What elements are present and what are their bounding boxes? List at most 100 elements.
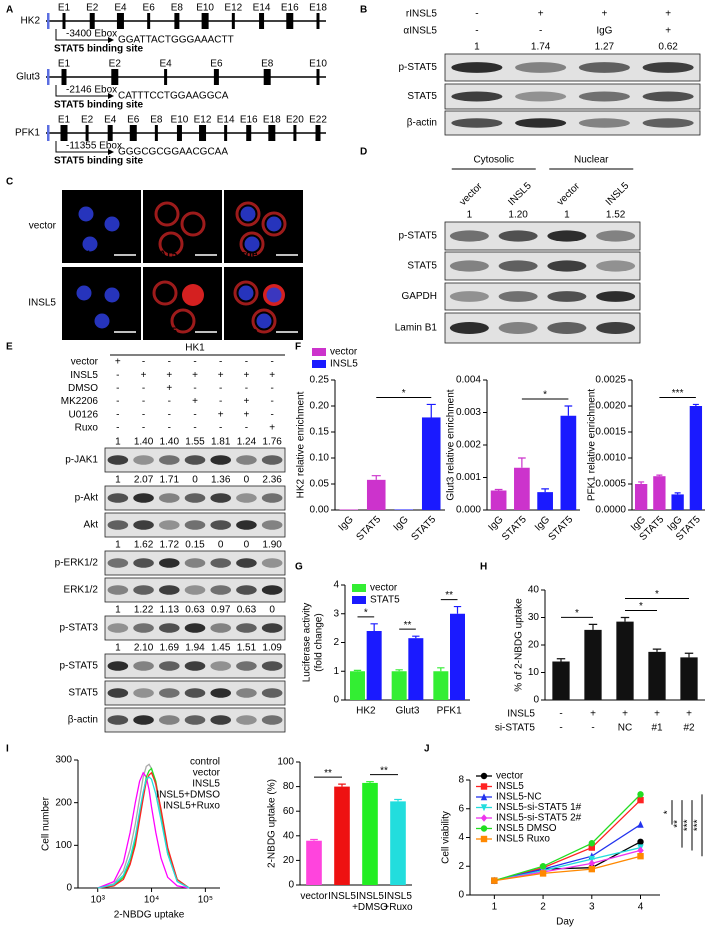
error-bar: [426, 403, 436, 418]
blot-band: [133, 688, 154, 698]
error-bar: [394, 798, 402, 802]
error-bar: [437, 667, 445, 672]
condition-mark: -: [245, 357, 248, 368]
x-tick-label: 3: [589, 902, 595, 913]
channel-label: DAPI: [66, 250, 90, 261]
bar: [391, 671, 407, 700]
y-axis-label: HK2 relative enrichment: [296, 391, 307, 498]
panel-label: A: [6, 5, 13, 16]
legend-label: control: [190, 757, 220, 768]
arrowhead: [108, 149, 114, 155]
bar: [350, 671, 365, 700]
marker: [637, 846, 644, 855]
y-tick-label: 0.004: [456, 375, 481, 386]
fraction-label: Nuclear: [574, 155, 609, 166]
blot-band: [236, 455, 257, 465]
blot-band: [184, 623, 206, 633]
site-label: STAT5 binding site: [54, 44, 144, 55]
nucleus: [266, 287, 282, 303]
x-tick-label: PFK1: [437, 706, 462, 717]
exon-label: E2: [86, 3, 99, 14]
y-tick-label: 0.20: [310, 401, 330, 412]
label-line: +DMSO: [352, 902, 388, 913]
blot-band: [596, 291, 636, 302]
blot-band: [159, 661, 180, 671]
blot-band: [107, 585, 129, 595]
blot-label: p-JAK1: [65, 455, 98, 466]
quantification: 1: [564, 210, 570, 221]
condition-mark: -: [193, 357, 196, 368]
exon: [213, 69, 219, 85]
panel-label: J: [424, 744, 430, 755]
stat5-signal: [233, 280, 259, 306]
y-tick-label: 0.001: [456, 472, 481, 483]
blot-band: [236, 661, 257, 671]
bar: [450, 613, 465, 700]
blot-band: [133, 715, 154, 725]
exon: [116, 13, 124, 29]
blot-band: [515, 91, 567, 102]
quantification: 0.63: [185, 605, 205, 616]
blot-band: [107, 493, 129, 503]
blot-band: [642, 91, 694, 102]
bar: [339, 509, 359, 510]
blot-band: [184, 455, 206, 465]
blot-band: [596, 322, 636, 334]
series-line: [494, 793, 641, 882]
exon-label: E8: [150, 115, 163, 126]
bar: [584, 629, 602, 700]
significance-label: **: [404, 620, 412, 631]
y-tick-label: 40: [528, 585, 540, 596]
legend-label: INSL5-si-STAT5 1#: [496, 802, 582, 813]
condition-mark: +: [141, 370, 147, 381]
error-bar: [674, 492, 681, 495]
nucleus: [104, 216, 120, 232]
quantification: 1: [467, 210, 473, 221]
blot-band: [184, 661, 206, 671]
condition-mark: +: [269, 423, 275, 434]
panel-label: F: [295, 342, 301, 353]
exon-label: E18: [263, 115, 281, 126]
blot-label: ERK1/2: [64, 585, 99, 596]
blot-band: [547, 260, 587, 272]
error-bar: [353, 669, 362, 672]
exon: [89, 13, 95, 29]
condition-mark: -: [270, 409, 273, 420]
nucleus: [78, 206, 94, 222]
exon: [62, 13, 66, 29]
legend-label: INSL5 DMSO: [496, 823, 557, 834]
marker: [539, 870, 547, 877]
blot-band: [236, 493, 257, 503]
condition-mark: -: [270, 383, 273, 394]
channel-label: DAPI: [66, 327, 90, 338]
sequence: CATTTCCTGGAAGGCA: [118, 91, 229, 102]
y-axis-label: PFK1 relative enrichment: [587, 389, 598, 501]
legend-swatch: [352, 584, 366, 592]
bar: [394, 509, 414, 510]
label-line: +Ruxo: [383, 902, 413, 913]
y-tick-label: 60: [283, 806, 295, 817]
exon-label: E6: [127, 115, 140, 126]
blot-band: [210, 661, 231, 671]
exon: [129, 125, 137, 141]
stat5-signal: [235, 201, 261, 227]
label-line: INSL5: [384, 891, 412, 902]
quantification: 2.36: [262, 475, 282, 486]
bar: [634, 484, 648, 510]
quantification: 0.97: [211, 605, 231, 616]
series-line: [494, 855, 641, 882]
legend-label: INSL5: [192, 779, 220, 790]
condition-mark: +: [590, 709, 596, 720]
condition-mark: IgG: [596, 26, 612, 37]
y-tick-label: 0.00: [310, 505, 330, 516]
significance-label: *: [655, 589, 659, 600]
blot-band: [107, 688, 129, 698]
y-tick-label: 8: [458, 775, 464, 786]
condition-mark: -: [142, 423, 145, 434]
promoter-marker: [47, 125, 50, 141]
exon-label: E1: [58, 59, 71, 70]
quantification: 1: [474, 42, 480, 53]
marker: [637, 852, 644, 860]
blot-band: [236, 558, 257, 568]
panel-label: B: [360, 5, 367, 16]
